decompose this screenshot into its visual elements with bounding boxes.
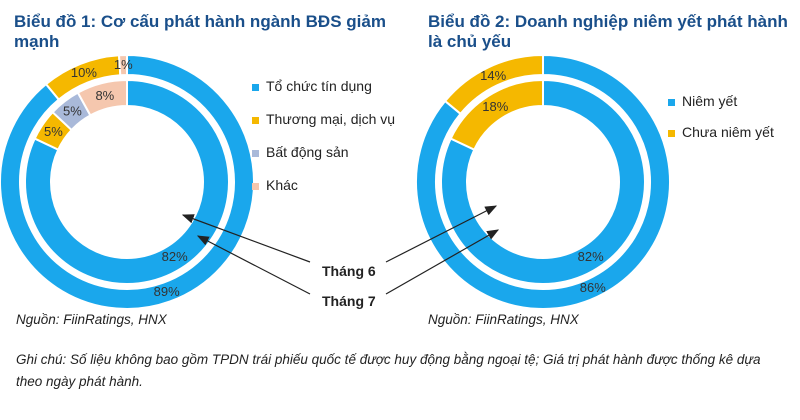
chart1-legend-label-0: Tổ chức tín dụng bbox=[266, 78, 372, 94]
chart2-source: Nguồn: FiinRatings, HNX bbox=[428, 312, 579, 327]
chart2-outer-slice-1 bbox=[443, 53, 544, 116]
chart1-outer-label-3: 1% bbox=[114, 57, 133, 72]
chart1-legend-swatch-1 bbox=[252, 117, 259, 124]
chart1-inner-label-1: 5% bbox=[44, 124, 63, 139]
chart1-inner-label-0: 82% bbox=[162, 249, 188, 264]
arrow-july-chart2 bbox=[385, 229, 500, 295]
arrow-june-chart1 bbox=[181, 214, 311, 263]
chart2-inner-slice-1 bbox=[449, 78, 544, 151]
chart2-outer-label-1: 14% bbox=[480, 68, 506, 83]
chart1-inner-label-2: 5% bbox=[63, 104, 82, 119]
chart2-donuts: 86% 14% 82% 18% bbox=[415, 53, 671, 310]
chart1-title: Biểu đồ 1: Cơ cấu phát hành ngành BĐS gi… bbox=[14, 12, 386, 51]
chart2-inner-label-1: 18% bbox=[482, 99, 508, 114]
chart1-donuts: 89% 10% 1% 82% 5%5% 8% bbox=[0, 53, 255, 310]
chart1-legend-swatch-0 bbox=[252, 84, 259, 91]
chart1-legend-swatch-3 bbox=[252, 183, 259, 190]
chart1-legend-label-2: Bất động sản bbox=[266, 144, 349, 160]
chart1-inner-label-3: 8% bbox=[95, 88, 114, 103]
chart1-legend-swatch-2 bbox=[252, 150, 259, 157]
chart1-outer-label-1: 10% bbox=[71, 65, 97, 80]
chart2-legend-label-1: Chưa niêm yết bbox=[682, 124, 774, 140]
chart1-outer-label-0: 89% bbox=[154, 284, 180, 299]
chart1-inner-slice-3 bbox=[76, 78, 128, 117]
chart1-legend-label-1: Thương mại, dịch vụ bbox=[266, 111, 395, 127]
chart2-legend: Niêm yết Chưa niêm yết bbox=[668, 93, 774, 140]
chart1-legend-label-3: Khác bbox=[266, 177, 298, 193]
annotation-june: Tháng 6 bbox=[322, 263, 376, 279]
chart2-legend-label-0: Niêm yết bbox=[682, 93, 737, 109]
chart1-source: Nguồn: FiinRatings, HNX bbox=[16, 312, 167, 327]
chart2-outer-slice-0 bbox=[415, 53, 671, 310]
chart1-inner-slice-0 bbox=[24, 78, 230, 285]
chart1-legend: Tổ chức tín dụng Thương mại, dịch vụ Bất đ… bbox=[252, 78, 395, 193]
chart1-outer-slice-0 bbox=[0, 53, 255, 310]
chart1-outer-slice-3 bbox=[117, 53, 128, 77]
chart2-legend-swatch-0 bbox=[668, 99, 675, 106]
chart2-title: Biểu đồ 2: Doanh nghiệp niêm yết phát hà… bbox=[428, 12, 788, 51]
arrow-july-chart1 bbox=[196, 235, 311, 295]
chart2-inner-slice-0 bbox=[440, 78, 646, 285]
arrow-june-chart2 bbox=[385, 205, 498, 263]
chart2-legend-swatch-1 bbox=[668, 130, 675, 137]
chart2-inner-label-0: 82% bbox=[578, 249, 604, 264]
chart2-outer-label-0: 86% bbox=[580, 280, 606, 295]
footnote: Ghi chú: Số liệu không bao gồm TPDN trái… bbox=[16, 352, 761, 389]
annotation-july: Tháng 7 bbox=[322, 293, 376, 309]
